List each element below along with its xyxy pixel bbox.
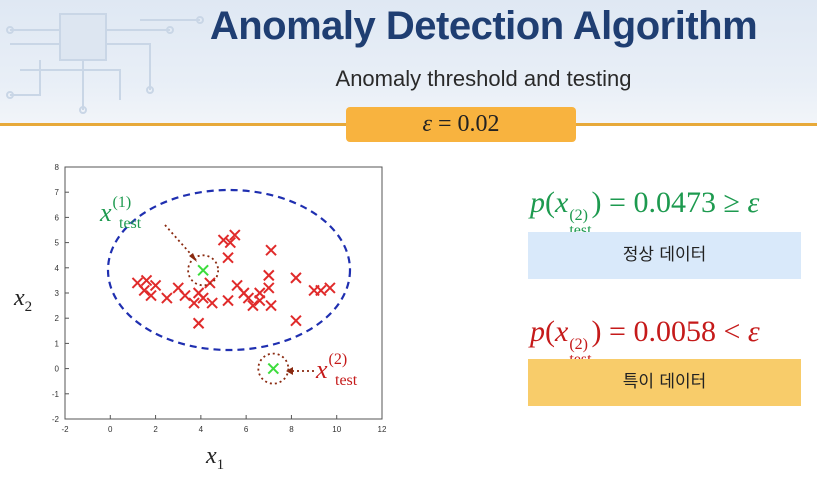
data-point xyxy=(222,252,234,264)
data-point xyxy=(145,289,157,302)
data-point xyxy=(179,289,191,302)
y-tick-label: 0 xyxy=(55,365,60,374)
data-point xyxy=(290,272,302,284)
verdict-normal: 정상 데이터 xyxy=(528,232,801,279)
x-tick-label: 8 xyxy=(289,425,294,434)
verdict-anomaly: 특이 데이터 xyxy=(528,359,801,406)
y-axis-label-sub: 2 xyxy=(25,299,33,315)
test-label-1: x(1) test xyxy=(99,194,142,232)
x-tick-label: 10 xyxy=(332,425,341,434)
header-banner: Anomaly Detection Algorithm Anomaly thre… xyxy=(0,0,817,124)
page-subtitle: Anomaly threshold and testing xyxy=(335,66,632,91)
data-point xyxy=(161,292,173,304)
data-point xyxy=(206,297,218,309)
y-tick-label: 2 xyxy=(55,314,60,323)
data-point xyxy=(188,297,200,309)
y-tick-label: 7 xyxy=(55,188,60,197)
data-point xyxy=(229,229,241,241)
data-point xyxy=(217,234,230,246)
normal-region-ellipse xyxy=(106,188,352,352)
test-point-1 xyxy=(197,264,209,277)
circuit-decoration xyxy=(6,13,204,114)
test-point-circle xyxy=(257,352,290,385)
data-point xyxy=(224,236,236,249)
test-point-circle xyxy=(187,254,220,287)
epsilon-symbol: ε xyxy=(422,111,432,137)
data-point xyxy=(138,284,150,297)
epsilon-badge: ε = 0.02 xyxy=(346,107,576,142)
data-point xyxy=(242,292,255,304)
x-tick-label: 2 xyxy=(153,425,158,434)
data-point xyxy=(290,315,302,327)
y-tick-label: 8 xyxy=(55,163,60,172)
test-points xyxy=(187,254,290,385)
x-axis-label-sub: 1 xyxy=(217,457,225,473)
y-tick-label: 3 xyxy=(55,289,60,298)
data-point xyxy=(197,292,209,304)
data-point xyxy=(265,299,277,312)
arrowhead-test-2 xyxy=(286,367,293,375)
y-axis-label: x2 xyxy=(13,285,32,315)
x-tick-label: 4 xyxy=(199,425,204,434)
data-point xyxy=(140,274,153,287)
page-title: Anomaly Detection Algorithm xyxy=(209,4,758,48)
y-tick-label: 4 xyxy=(55,264,60,273)
data-point xyxy=(265,244,277,256)
x-axis-label: x1 xyxy=(205,443,224,473)
y-tick-label: 6 xyxy=(55,213,60,222)
data-point xyxy=(263,269,275,282)
data-point xyxy=(192,317,205,329)
data-point xyxy=(149,279,162,292)
data-point xyxy=(263,282,275,294)
plot-area xyxy=(64,166,383,420)
data-point xyxy=(254,287,266,299)
y-tick-label: -1 xyxy=(52,390,60,399)
y-tick-label: -2 xyxy=(52,415,60,424)
x-tick-label: 12 xyxy=(378,425,387,434)
test-point-2 xyxy=(267,362,280,375)
y-tick-label: 1 xyxy=(55,339,60,348)
data-point xyxy=(315,284,327,297)
data-point xyxy=(324,282,336,294)
test-label-2: x(2) test xyxy=(315,351,358,389)
probability-formula-1: p(x (2) test) = 0.0473 ≥ ε xyxy=(530,186,760,239)
arrowhead-test-1 xyxy=(189,253,197,262)
x-tick-label: 6 xyxy=(244,425,249,434)
y-tick-label: 5 xyxy=(55,239,60,248)
data-point xyxy=(222,294,234,307)
data-point xyxy=(247,299,259,312)
epsilon-value: = 0.02 xyxy=(431,111,500,137)
x-tick-label: -2 xyxy=(61,425,69,434)
data-points xyxy=(131,229,336,329)
x-tick-label: 0 xyxy=(108,425,113,434)
